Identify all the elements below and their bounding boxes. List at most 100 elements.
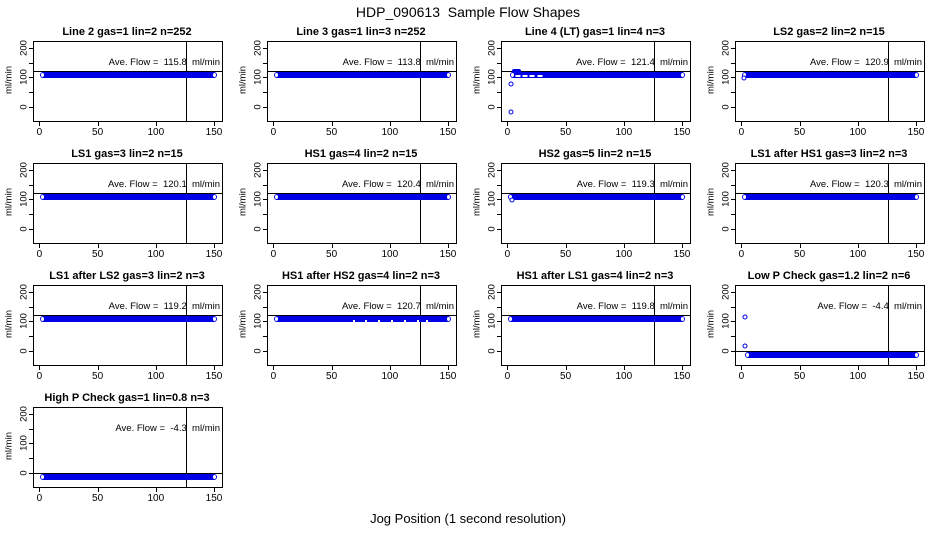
y-tick-label: 200 [18,284,30,301]
y-axis-ticks: 0 100 200 [702,162,735,242]
x-tick [448,244,449,248]
x-tick [623,244,625,248]
x-axis-ticks: 0 50 100 150 [267,243,457,263]
x-tick-label: 50 [560,371,572,382]
y-tick [731,77,735,79]
x-tick [741,244,743,248]
x-tick-label: 150 [205,493,223,504]
subplot-title: LS2 gas=2 lin=2 n=15 [773,26,885,38]
outlier-point [741,75,747,81]
outlier-point [742,343,748,349]
y-tick [497,48,501,50]
ave-flow-annotation: Ave. Flow = 120.1 ml/min [107,179,220,190]
x-tick [389,366,391,370]
position-ref-vline [653,42,655,121]
y-tick [29,199,33,201]
position-ref-vline [419,42,421,121]
y-tick [497,336,501,337]
position-ref-vline [185,408,187,487]
y-tick [497,228,501,230]
x-axis-ticks: 0 50 100 150 [501,243,691,263]
x-tick [214,122,215,126]
subplot-title: Line 4 (LT) gas=1 lin=4 n=3 [524,26,666,38]
ave-flow-annotation: Ave. Flow = 121.4 ml/min [575,57,688,68]
y-tick [497,350,501,352]
y-tick-label: 100 [720,313,732,330]
ave-flow-annotation: Ave. Flow = 119.8 ml/min [576,301,688,312]
x-tick-label: 150 [439,127,457,138]
x-tick-label: 100 [147,127,165,138]
x-tick [799,366,801,370]
subplot-title: Line 3 gas=1 lin=3 n=252 [296,26,426,38]
y-tick [731,184,735,186]
y-tick [497,292,501,294]
y-tick-label: 100 [18,435,30,452]
y-tick [29,321,33,323]
ave-flow-annotation: Ave. Flow = 120.3 ml/min [809,179,922,190]
y-tick-label: 200 [18,162,30,179]
ave-flow-annotation: Ave. Flow = 115.8 ml/min [108,57,220,68]
x-tick [507,366,509,370]
y-tick [731,228,735,230]
subplot-9: LS1 after LS2 gas=3 lin=2 n=3 ml/min 0 10… [0,265,234,387]
y-axis-ticks: 0 100 200 [702,40,735,120]
y-tick [497,77,501,79]
subplot-title: HS2 gas=5 lin=2 n=15 [538,148,652,160]
x-tick-label: 0 [738,249,745,260]
x-axis-ticks: 0 50 100 150 [735,121,924,141]
y-tick [263,106,267,108]
x-tick [916,244,917,248]
x-tick [389,244,391,248]
y-tick [497,199,501,201]
flow-data-band [40,71,217,79]
position-ref-vline [419,286,421,365]
y-tick [263,184,267,186]
position-ref-vline [887,42,889,121]
x-axis-ticks: 0 50 100 150 [735,243,924,263]
outlier-point [742,314,748,320]
y-tick-label: 200 [486,162,498,179]
x-tick [565,244,567,248]
y-tick [263,199,267,201]
x-tick [916,366,917,370]
position-ref-vline [653,164,655,243]
x-tick-label: 150 [439,249,457,260]
y-tick [29,472,33,474]
band-gap [425,319,428,322]
x-tick-label: 50 [326,249,338,260]
y-tick [263,228,267,230]
position-ref-vline [185,164,187,243]
y-tick [497,306,501,308]
x-tick [97,122,99,126]
x-tick [39,122,41,126]
x-tick [507,244,509,248]
x-tick [39,488,41,492]
flow-data-band [40,193,217,201]
y-tick-label: 0 [486,347,498,354]
y-tick [263,62,267,64]
x-tick-label: 150 [205,127,223,138]
flow-data-band [274,193,451,201]
plot-area: Ave. Flow = 115.8 ml/min [33,41,223,122]
y-tick [29,184,33,186]
x-tick [39,244,41,248]
subplot-11: HS1 after LS1 gas=4 lin=2 n=3 ml/min 0 10… [468,265,702,387]
y-tick [29,92,33,93]
y-tick [731,199,735,201]
y-axis-ticks: 0 100 200 [234,40,267,120]
x-tick [273,366,275,370]
y-tick-label: 100 [486,69,498,86]
x-axis-title: Jog Position (1 second resolution) [370,511,566,526]
x-tick-label: 150 [673,249,691,260]
x-axis-ticks: 0 50 100 150 [735,365,924,385]
x-tick-label: 100 [381,249,399,260]
plot-area: Ave. Flow = 120.1 ml/min [33,163,223,244]
x-tick [623,366,625,370]
x-tick-label: 100 [849,127,867,138]
subplot-title: LS1 after HS1 gas=3 lin=2 n=3 [750,148,908,160]
x-tick-label: 0 [36,127,43,138]
plot-area: Ave. Flow = 121.4 ml/min [501,41,691,122]
x-tick [155,122,157,126]
plot-grid: Line 2 gas=1 lin=2 n=252 ml/min 0 100 200 … [0,21,936,509]
